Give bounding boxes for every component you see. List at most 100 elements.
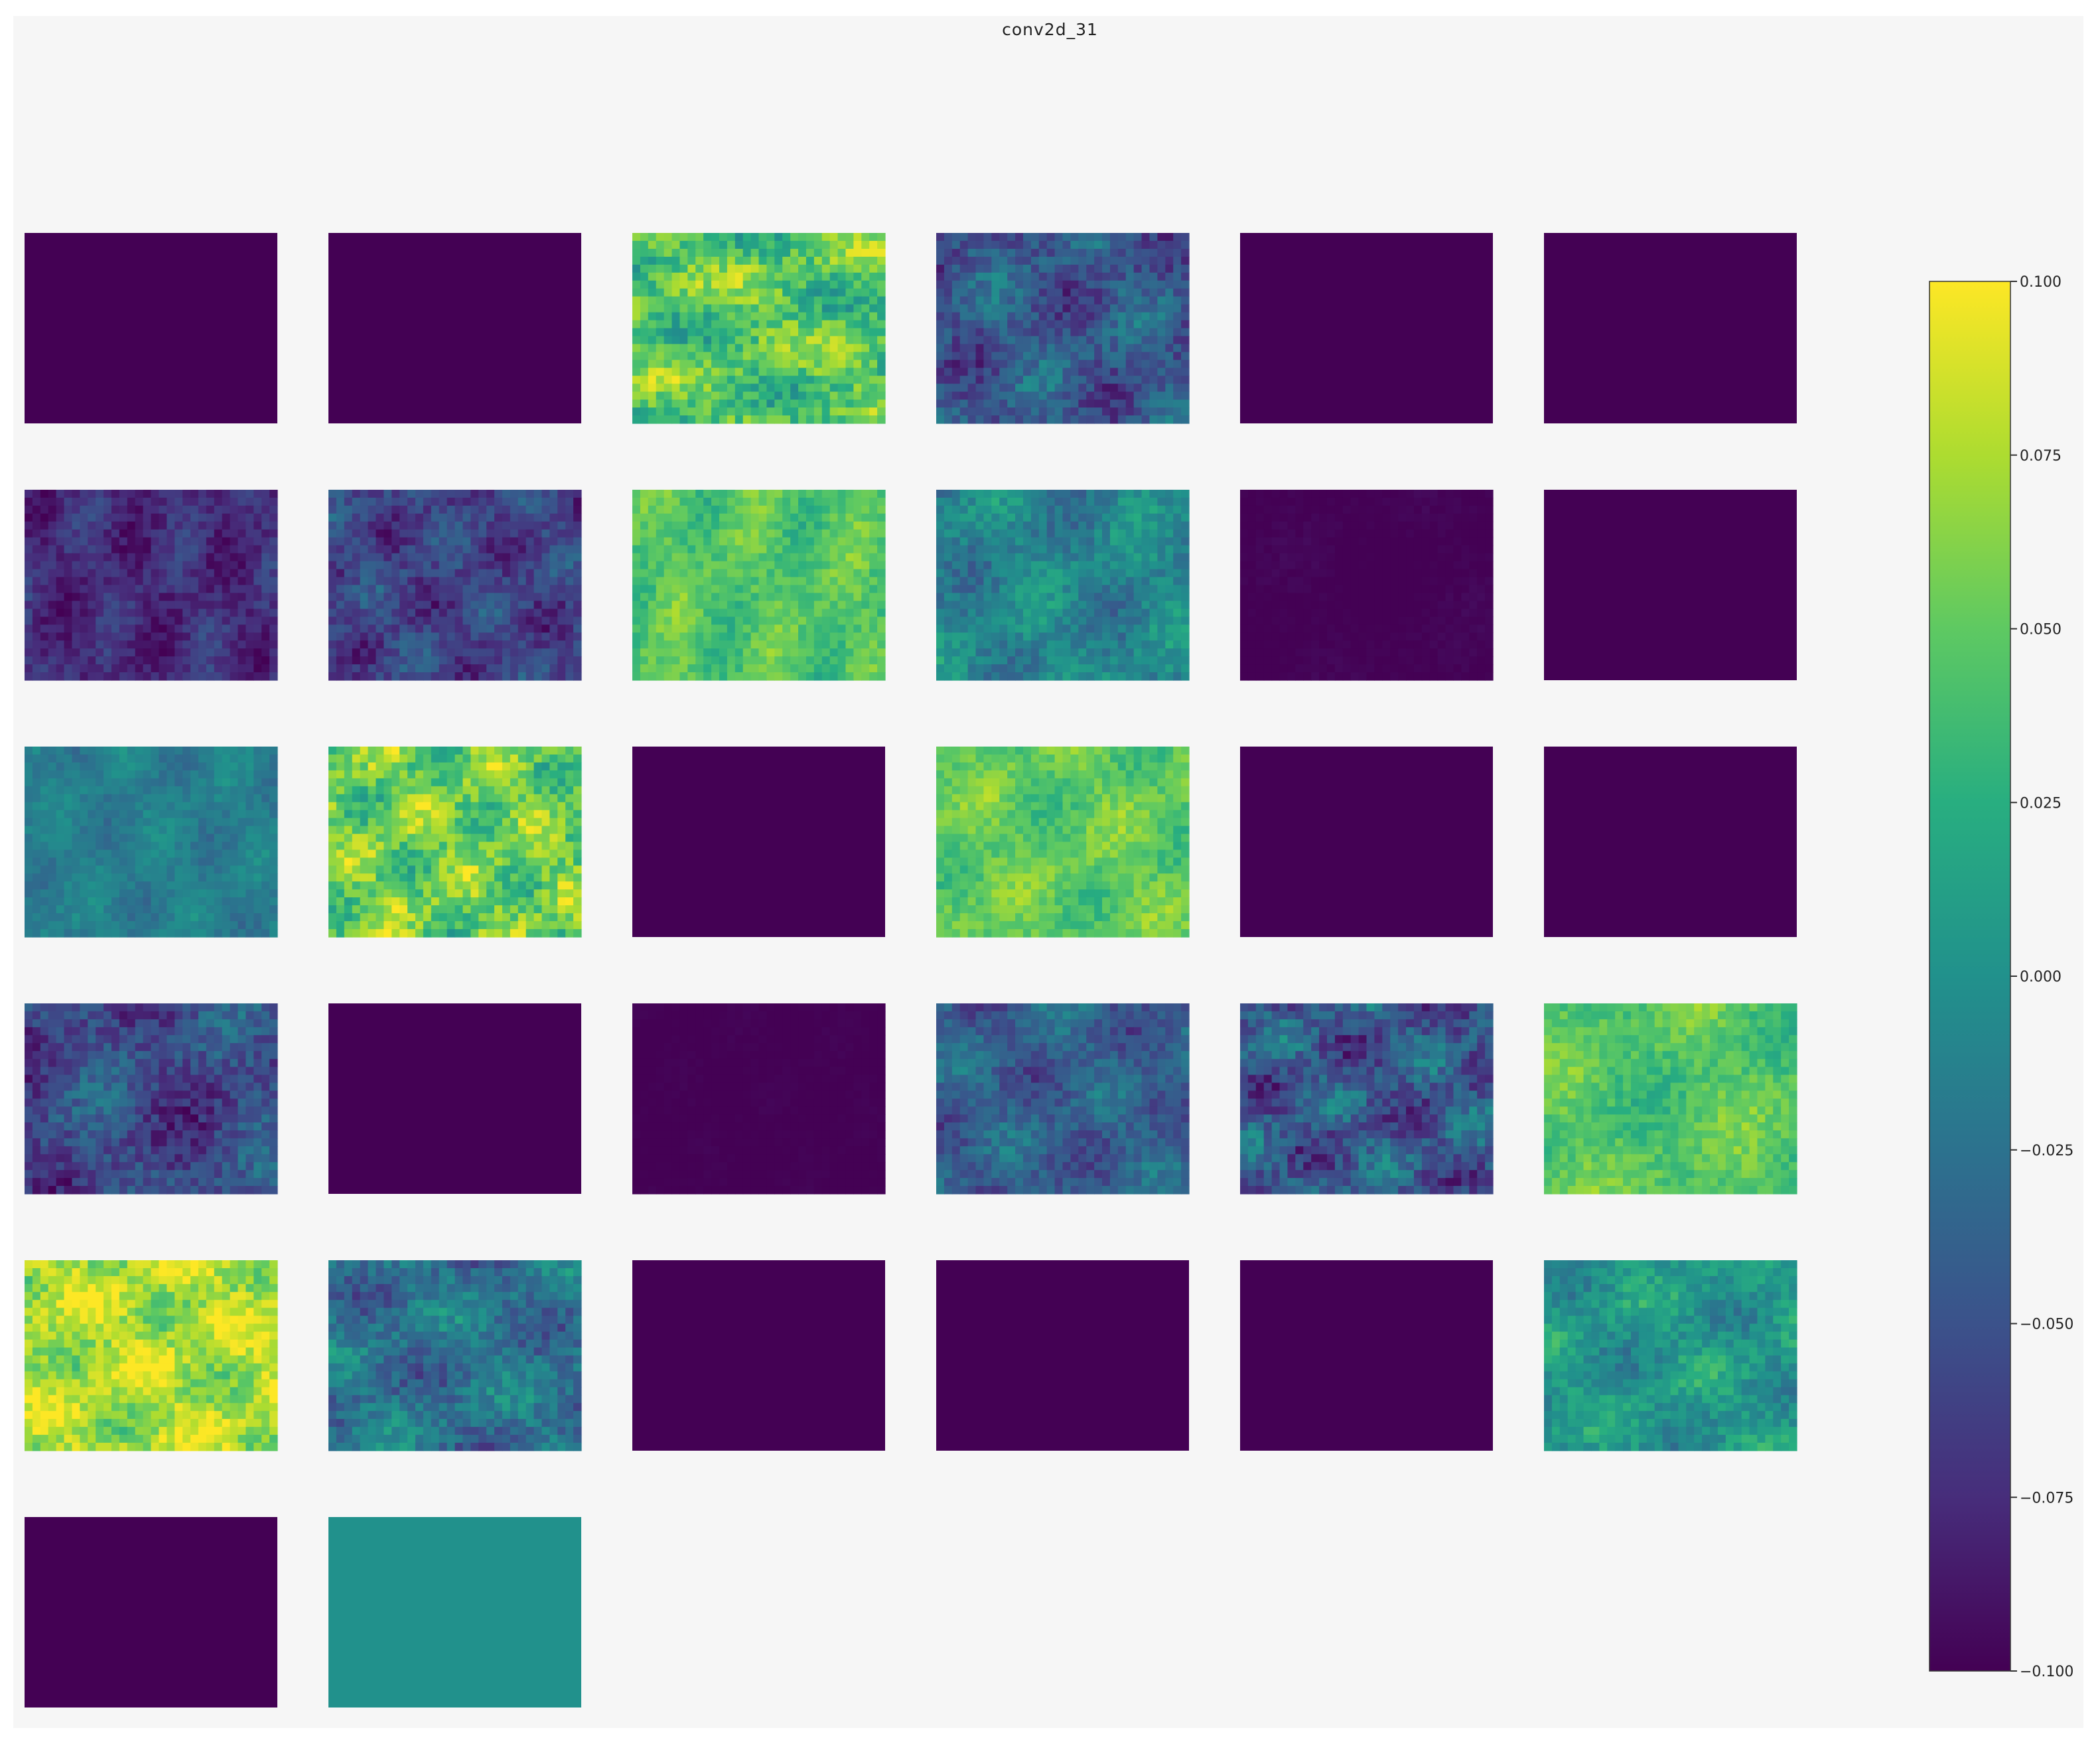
panel-texture-cell [391,672,400,681]
panel-texture-cell [175,585,183,594]
panel-texture-cell [494,569,503,578]
panel-texture-cell [648,288,657,297]
panel-texture-cell [877,240,886,250]
panel-texture-cell [222,672,231,681]
panel-texture-cell [790,415,799,424]
panel-texture-cell [80,624,88,633]
panel-texture-cell [861,672,870,681]
panel-texture-cell [632,529,641,538]
panel-texture-cell [190,490,199,498]
panel-texture-cell [967,415,977,424]
panel-texture-cell [104,624,112,633]
panel-texture-cell [703,344,712,352]
panel-texture-cell [167,490,175,498]
panel-texture-cell [1086,248,1095,257]
panel-texture-cell [679,505,688,514]
panel-texture-cell [494,672,503,681]
panel-texture-cell [135,561,144,570]
panel-texture-cell [64,497,73,506]
panel-texture-cell [1247,561,1257,570]
panel-texture-cell [190,521,199,530]
panel-texture-cell [111,537,120,546]
panel-texture-cell [1046,537,1056,546]
panel-texture-cell [557,664,566,673]
panel-texture-cell [1094,640,1103,649]
panel-texture-cell [455,521,464,530]
panel-texture-cell [805,656,815,665]
panel-texture-cell [376,521,384,530]
panel-texture-cell [679,280,688,289]
panel-texture-cell [1007,272,1016,281]
panel-texture-cell [1109,280,1119,289]
panel-texture-cell [703,648,712,657]
panel-texture-cell [328,497,337,506]
panel-texture-cell [853,569,862,578]
panel-texture-cell [999,545,1008,554]
panel-texture-cell [64,617,73,625]
panel-texture-cell [1173,312,1182,321]
panel-texture-cell [656,529,665,538]
panel-texture-cell [182,545,191,554]
panel-texture-cell [869,553,878,562]
panel-texture-cell [1015,585,1024,594]
panel-texture-cell [687,280,696,289]
panel-texture-cell [238,545,246,554]
panel-texture-cell [328,640,337,649]
panel-texture-cell [877,569,886,578]
panel-texture-cell [111,490,120,498]
panel-texture-cell [869,585,878,594]
panel-texture-cell [1181,609,1190,617]
panel-texture-cell [1326,553,1336,562]
panel-texture-cell [253,640,262,649]
panel-texture-cell [119,561,128,570]
panel-texture-cell [877,553,886,562]
panel-texture-cell [944,264,953,273]
panel-texture-cell [1062,656,1072,665]
panel-texture-cell [1149,272,1158,281]
panel-texture-cell [1070,392,1079,400]
panel-texture-cell [32,624,41,633]
panel-texture-cell [214,656,223,665]
panel-texture-cell [48,505,57,514]
panel-texture-cell [1054,360,1064,368]
panel-texture-cell [829,304,839,313]
panel-texture-cell [238,609,246,617]
panel-texture-cell [1287,505,1296,514]
panel-texture-cell [1070,529,1079,538]
panel-texture-cell [991,617,1000,625]
panel-texture-cell [64,672,73,681]
panel-texture-cell [959,553,969,562]
panel-texture-cell [415,585,424,594]
panel-texture-cell [829,497,839,506]
panel-texture-cell [557,624,566,633]
panel-texture-cell [518,497,527,506]
panel-texture-cell [222,569,231,578]
panel-texture-cell [959,640,969,649]
panel-texture-cell [455,497,464,506]
panel-texture-cell [951,529,961,538]
panel-texture-cell [96,664,104,673]
panel-texture-cell [1038,312,1048,321]
panel-texture-cell [391,497,400,506]
panel-texture-cell [360,545,369,554]
panel-texture-cell [253,632,262,641]
panel-texture-cell [735,624,744,633]
panel-texture-cell [999,248,1008,257]
panel-texture-cell [687,648,696,657]
panel-texture-cell [687,624,696,633]
panel-texture-cell [687,288,696,297]
panel-texture-cell [72,545,80,554]
panel-texture-cell [742,497,752,506]
panel-texture-cell [1070,328,1079,337]
panel-texture-cell [222,617,231,625]
panel-texture-cell [48,601,57,609]
panel-texture-cell [328,585,337,594]
panel-texture-cell [344,545,353,554]
panel-texture-cell [1015,577,1024,586]
panel-texture-cell [1247,553,1257,562]
panel-texture-cell [96,497,104,506]
panel-texture-cell [478,664,487,673]
panel-texture-cell [727,256,736,265]
panel-texture-cell [1157,505,1166,514]
panel-texture-cell [735,296,744,305]
